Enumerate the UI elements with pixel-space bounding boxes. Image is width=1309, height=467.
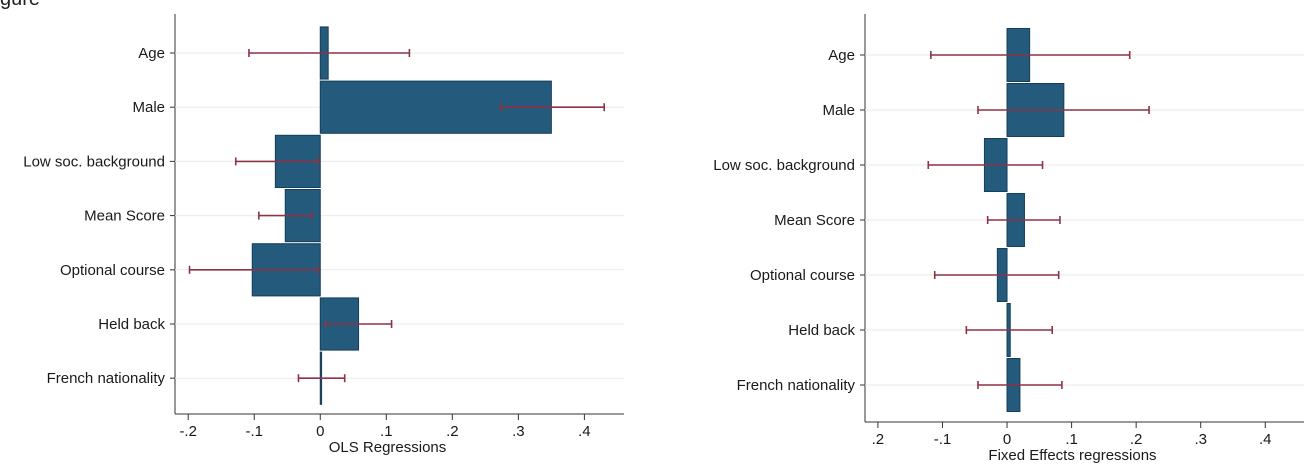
ols-coefficient-chart: Age Male Low soc. background Mean Score Opti… [23,14,624,456]
x-tick-label: .4 [1259,431,1272,448]
category-label: Age [138,45,165,62]
x-tick-label: .1 [1065,431,1078,448]
category-label: Held back [98,316,165,333]
x-tick-label: .2 [446,423,459,440]
x-axis-title: Fixed Effects regressions [988,447,1156,464]
category-label: Optional course [60,262,165,279]
x-tick-label: .3 [1194,431,1207,448]
category-label: Male [822,102,855,119]
category-label: French nationality [47,370,166,387]
category-label: Low soc. background [713,157,855,174]
x-tick-label: .1 [380,423,393,440]
category-label: Held back [788,322,855,339]
x-tick-label: .3 [512,423,525,440]
x-tick-label: 0 [316,423,324,440]
category-label: Low soc. background [23,153,165,170]
category-label: Mean Score [774,212,855,229]
x-tick-label: -.2 [179,423,197,440]
x-tick-label: .4 [578,423,591,440]
figure-caption: gure [0,0,40,11]
x-tick-label: -.1 [245,423,263,440]
category-label: Mean Score [84,208,165,225]
x-tick-label: 0 [1003,431,1011,448]
x-tick-label: -.1 [934,431,952,448]
x-tick-label: .2 [1130,431,1143,448]
category-label: Male [132,99,165,116]
x-axis-title: OLS Regressions [329,439,447,456]
category-label: Optional course [750,267,855,284]
category-label: Age [828,47,855,64]
category-label: French nationality [737,377,856,394]
x-tick-label: .2 [872,431,885,448]
